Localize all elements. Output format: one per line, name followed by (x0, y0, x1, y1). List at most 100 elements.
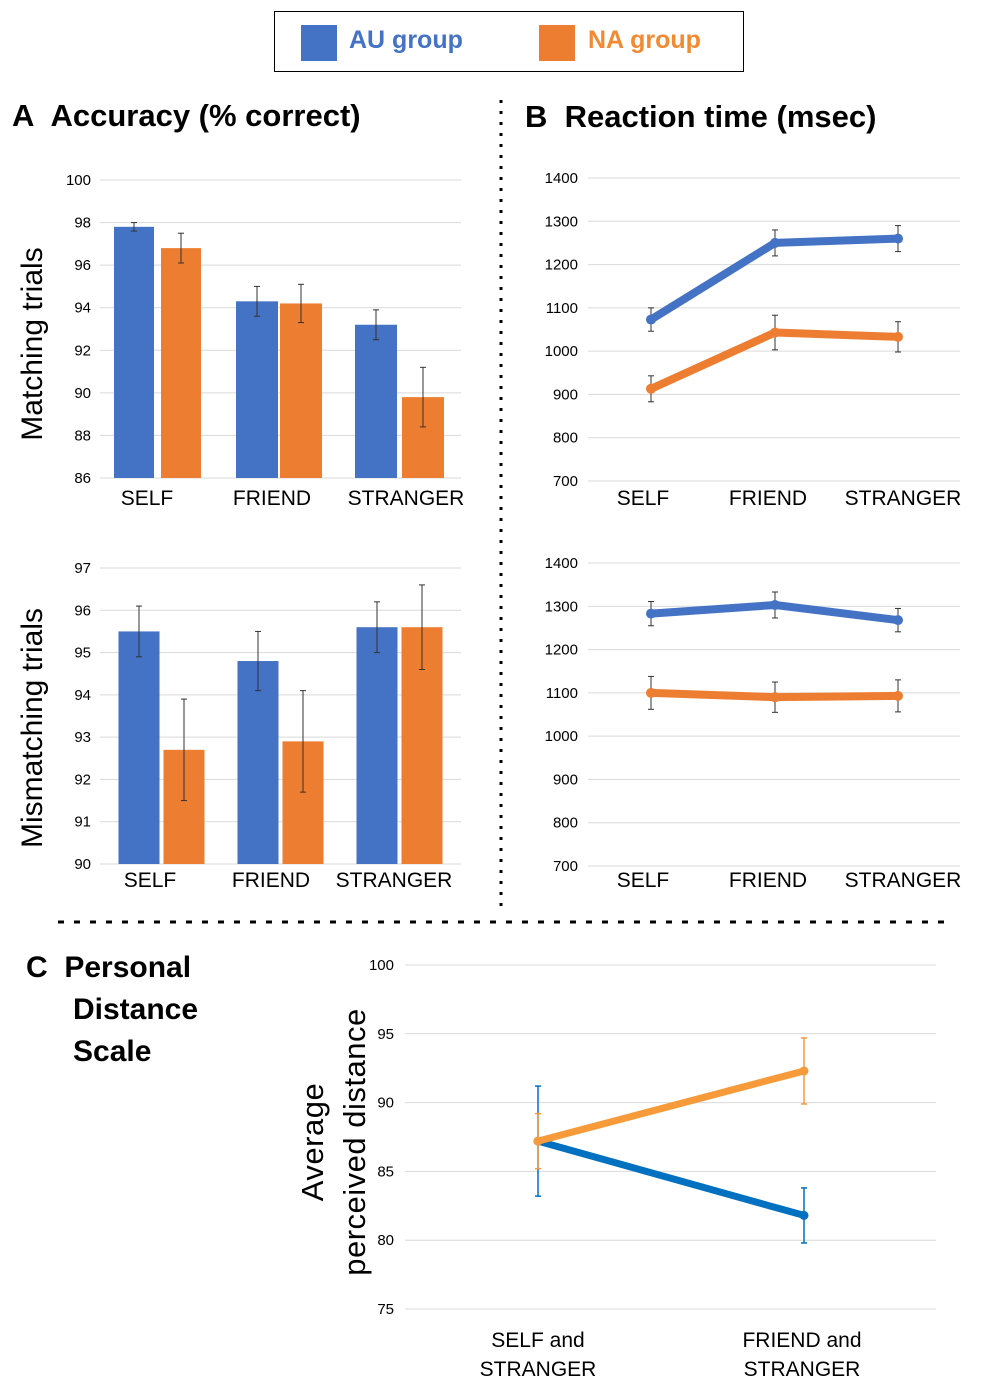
y-tick-label: 1000 (545, 728, 578, 745)
y-tick-label: 1000 (545, 343, 578, 360)
x-category-label: SELF (124, 869, 177, 892)
x-category-label: FRIEND (232, 869, 310, 892)
y-tick-label: 900 (553, 771, 578, 788)
panel-a-title: A Accuracy (% correct) (12, 98, 361, 134)
panel-b-title: B Reaction time (msec) (525, 99, 876, 135)
y-tick-label: 98 (74, 215, 91, 232)
y-tick-label: 100 (369, 957, 394, 974)
y-tick-label: 700 (553, 858, 578, 875)
bar-au (236, 301, 278, 478)
data-point (893, 690, 903, 701)
legend-label-na: NA group (588, 26, 701, 54)
y-tick-label: 800 (553, 815, 578, 832)
data-point (646, 314, 656, 325)
bar-au (114, 226, 154, 478)
data-point (770, 599, 780, 610)
data-point (770, 327, 780, 338)
panel-c-category-1: SELF and STRANGER (448, 1326, 628, 1384)
y-tick-label: 75 (377, 1301, 394, 1318)
panel-c-title-line1: C Personal (26, 947, 198, 989)
y-tick-label: 1400 (545, 555, 578, 572)
y-tick-label: 95 (74, 645, 91, 662)
data-point (893, 615, 903, 626)
panel-c-heading-2: Distance (73, 993, 199, 1026)
y-tick-label: 1100 (546, 300, 578, 317)
bar-au (355, 324, 397, 478)
bar-au (118, 631, 160, 864)
y-tick-label: 88 (74, 427, 91, 444)
x-category-label: STRANGER (845, 869, 962, 892)
data-point (646, 383, 656, 394)
y-tick-label: 96 (74, 602, 91, 619)
legend: AU group NA group (274, 11, 744, 72)
y-tick-label: 92 (74, 342, 91, 359)
bar-au (237, 661, 279, 864)
chart-A-matching: 86 88 90 92 94 96 98 100 SELF FRIEND STRANGER (66, 172, 464, 510)
y-tick-label: 97 (74, 560, 91, 577)
panel-c-heading-3: Scale (73, 1035, 152, 1068)
x-category-label: FRIEND (729, 487, 807, 510)
chart-A-mismatching: 90 91 92 93 94 95 96 97 SELF FRIEND STRANGER (74, 560, 461, 892)
panel-a-heading: Accuracy (% correct) (50, 98, 361, 133)
data-point (646, 608, 656, 619)
panel-c-category-line: SELF and (491, 1329, 585, 1352)
y-tick-label: 86 (74, 470, 91, 487)
x-category-label: STRANGER (348, 487, 465, 510)
panel-c-category-line: STRANGER (743, 1358, 861, 1381)
bar-na (280, 303, 322, 478)
y-tick-label: 93 (74, 729, 91, 746)
y-tick-label: 900 (553, 386, 578, 403)
panel-c-title: C Personal Distance Scale (26, 947, 198, 1073)
legend-swatch-na (539, 25, 575, 61)
y-tick-label: 800 (553, 430, 578, 447)
x-category-label: FRIEND (729, 869, 807, 892)
data-point (770, 692, 780, 703)
panel-c-category-2: FRIEND and STRANGER (712, 1326, 892, 1384)
bar-na (161, 248, 201, 478)
y-tick-label: 92 (74, 771, 91, 788)
y-tick-label: 94 (74, 687, 91, 704)
y-tick-label: 100 (66, 172, 91, 189)
data-point (893, 233, 903, 244)
y-tick-label: 85 (377, 1163, 394, 1180)
chart-C-distance: 75 80 85 90 95 100 (369, 957, 936, 1318)
panel-a-letter: A (12, 98, 35, 133)
data-point (893, 331, 903, 342)
data-point (799, 1210, 809, 1220)
y-tick-label: 90 (74, 385, 91, 402)
panel-b-heading: Reaction time (msec) (564, 99, 877, 134)
y-tick-label: 90 (377, 1095, 394, 1112)
bar-au (356, 627, 398, 864)
series-line-au (534, 1137, 808, 1219)
x-category-label: STRANGER (845, 487, 962, 510)
y-tick-label: 1100 (546, 685, 578, 702)
data-point (533, 1136, 543, 1146)
panel-c-heading-1: Personal (64, 951, 192, 984)
panel-c-category-line: FRIEND and (742, 1329, 862, 1352)
panel-c-category-line: STRANGER (479, 1358, 597, 1381)
y-tick-label: 700 (553, 473, 578, 490)
series-line-na (534, 1067, 808, 1145)
y-tick-label: 95 (377, 1026, 394, 1043)
data-point (770, 237, 780, 248)
y-tick-label: 91 (74, 814, 91, 831)
y-tick-label: 1300 (545, 598, 578, 615)
y-tick-label: 1200 (545, 642, 578, 659)
x-category-label: SELF (617, 869, 670, 892)
x-category-label: SELF (121, 487, 174, 510)
chart-B-matching: 700 800 900 1000 1100 1200 1300 1400 SELF FRIEND S… (545, 170, 962, 510)
panel-b-letter: B (525, 99, 548, 134)
x-category-label: SELF (617, 487, 670, 510)
chart-B-mismatching: 700 800 900 1000 1100 1200 1300 1400 SELF FRIEND S… (545, 555, 962, 892)
y-tick-label: 1200 (545, 257, 578, 274)
data-point (799, 1066, 809, 1076)
y-tick-label: 94 (74, 300, 91, 317)
panel-c-letter: C (26, 951, 48, 984)
y-tick-label: 1400 (545, 170, 578, 187)
y-tick-label: 90 (74, 856, 91, 873)
x-category-label: FRIEND (233, 487, 311, 510)
x-category-label: STRANGER (336, 869, 453, 892)
data-point (646, 687, 656, 698)
